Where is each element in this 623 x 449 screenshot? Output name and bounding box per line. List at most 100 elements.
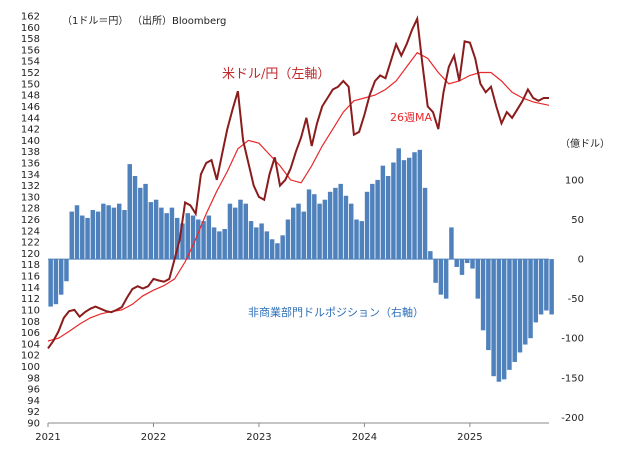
position-bar (538, 259, 544, 315)
position-bar (111, 207, 117, 260)
usdjpy-line (47, 15, 549, 349)
left-tick-label: 134 (21, 170, 40, 181)
position-bar (391, 162, 396, 260)
position-bar (275, 243, 280, 260)
position-bar (480, 259, 486, 331)
position-bar (528, 259, 533, 339)
position-bar (412, 152, 417, 260)
position-bar (174, 217, 180, 260)
position-bar (507, 259, 512, 370)
ma-annotation: 26週MA (390, 111, 432, 124)
position-bar (48, 259, 53, 307)
position-bar (185, 213, 190, 260)
position-bar (470, 259, 475, 269)
position-bar (449, 227, 454, 260)
usdjpy-annotation: 米ドル/円（左軸） (222, 67, 330, 82)
position-bar (243, 203, 248, 260)
position-bar (301, 211, 307, 260)
left-tick-label: 120 (21, 249, 40, 260)
position-bar (190, 215, 196, 260)
position-bar (132, 175, 138, 260)
left-tick-label: 98 (27, 373, 40, 384)
left-tick-label: 136 (21, 158, 40, 169)
left-tick-label: 118 (21, 260, 40, 271)
position-bar (354, 219, 359, 260)
left-tick-label: 162 (21, 12, 40, 23)
unit-note: （1ドル＝円） (62, 15, 128, 27)
left-tick-label: 110 (21, 305, 40, 316)
left-tick-label: 94 (27, 396, 40, 407)
x-tick-label: 2022 (141, 432, 166, 443)
position-bar (80, 215, 85, 260)
position-bar (248, 221, 254, 260)
position-bar (496, 259, 502, 382)
left-tick-label: 140 (21, 136, 40, 147)
position-bar (296, 203, 301, 260)
left-tick-label: 156 (21, 45, 40, 56)
position-bar (180, 223, 185, 260)
left-tick-label: 158 (21, 34, 40, 45)
left-tick-label: 130 (21, 192, 40, 203)
position-bar (396, 148, 401, 260)
right-tick-label: -100 (561, 334, 584, 345)
position-bar (443, 259, 449, 299)
position-bar (523, 259, 528, 345)
position-bar (58, 259, 64, 295)
position-bar (385, 175, 391, 260)
left-tick-label: 132 (21, 181, 40, 192)
position-bar (422, 187, 428, 260)
left-tick-label: 142 (21, 125, 40, 136)
position-bar (64, 259, 69, 282)
left-tick-label: 122 (21, 238, 40, 249)
right-tick-label: -150 (561, 373, 584, 384)
left-tick-label: 96 (27, 385, 40, 396)
position-bar (491, 259, 496, 377)
right-tick-label: 0 (578, 255, 584, 266)
position-bar (206, 215, 212, 260)
left-tick-label: 114 (21, 283, 40, 294)
left-tick-label: 126 (21, 215, 40, 226)
position-bar (254, 227, 259, 260)
position-bar (259, 223, 264, 260)
position-bar (433, 259, 438, 283)
position-bar (238, 199, 243, 260)
position-bar (343, 195, 349, 260)
left-tick-label: 106 (21, 328, 40, 339)
position-bar (127, 164, 132, 260)
position-bar (533, 259, 539, 323)
right-unit-label: （億ドル） (560, 137, 610, 150)
left-tick-label: 112 (21, 294, 40, 305)
right-tick-label: -200 (561, 413, 584, 424)
left-tick-label: 154 (21, 57, 40, 68)
left-tick-label: 146 (21, 102, 40, 113)
position-bar (90, 210, 96, 260)
position-bar (211, 227, 217, 260)
position-bar (338, 183, 343, 260)
position-bar (106, 205, 111, 260)
left-tick-label: 116 (21, 272, 40, 283)
x-tick-label: 2025 (457, 432, 482, 443)
left-tick-label: 138 (21, 147, 40, 158)
left-tick-label: 92 (27, 407, 40, 418)
position-bar (544, 259, 549, 311)
left-tick-label: 148 (21, 91, 40, 102)
position-bar (196, 219, 201, 260)
right-tick-label: 50 (571, 215, 584, 226)
position-bar (549, 259, 554, 315)
position-bar (428, 251, 433, 260)
position-bar (486, 259, 491, 351)
position-bar (359, 221, 365, 260)
position-bar (475, 259, 481, 299)
position-bars (48, 148, 554, 382)
position-bar (164, 213, 169, 260)
position-bar (312, 194, 317, 260)
position-bar (269, 239, 275, 260)
right-axis-ticks: 100 50 0 -50 -100 -150 -200 (561, 175, 584, 423)
x-tick-label: 2021 (35, 432, 60, 443)
right-tick-label: 100 (565, 175, 584, 186)
position-bar (407, 157, 412, 260)
position-bar (517, 259, 523, 353)
position-bar (380, 165, 386, 260)
position-bar (512, 259, 517, 362)
position-bar (333, 187, 338, 260)
